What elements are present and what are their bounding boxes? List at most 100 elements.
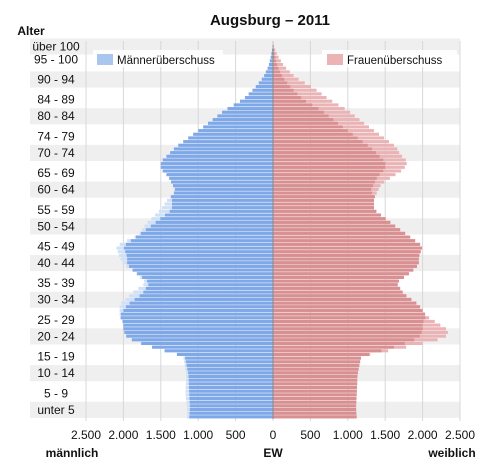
female-bar [273,371,358,375]
female-bar [273,319,424,323]
female-bar [273,70,281,74]
chart-title: Augsburg – 2011 [210,12,330,29]
female-bar [273,283,398,287]
male-bar [271,52,273,56]
male-bars [116,41,274,419]
male-bar [150,224,273,228]
male-bar [166,173,273,177]
x-tick-label: 2.500 [445,428,475,442]
male-bar [139,294,273,298]
female-bar [273,162,386,166]
female-bar [273,173,380,177]
male-bar [188,385,273,390]
female-bar [273,52,275,56]
x-tick-label: 1.000 [333,428,363,442]
female-bar [273,99,307,103]
male-bar [244,96,273,100]
female-bar [273,305,421,309]
female-bar [273,169,384,173]
male-bar [198,129,273,133]
male-bar [120,312,273,316]
age-group-label: 90 - 94 [37,73,75,87]
age-group-label: 55 - 59 [37,203,75,217]
female-bar [273,151,376,155]
female-bar [273,393,357,397]
male-bar [137,272,273,276]
legend-label-female: Frauenüberschuss [347,55,442,67]
male-bar [268,63,273,67]
female-bar [273,294,407,298]
male-bar [162,158,273,162]
x-tick-label: 2.000 [408,428,438,442]
female-bar [273,257,419,261]
legend-left-box [93,50,223,67]
male-bar [123,327,274,331]
male-bar [174,187,273,191]
female-surplus-bar [273,77,299,81]
age-group-label: 10 - 14 [37,366,75,380]
female-bar [273,308,423,312]
female-bar [273,55,276,59]
legend-swatch-male [97,54,113,65]
male-bar [129,301,273,305]
y-axis-title: Alter [17,24,45,38]
male-bar [160,162,273,166]
male-bar [258,81,273,85]
male-bar [145,228,273,232]
female-bar [273,327,423,331]
female-bar [273,228,401,232]
female-bar [273,48,275,52]
female-bar [273,268,414,272]
female-bars [272,41,448,419]
male-bar [127,257,273,261]
legend-swatch-female [327,54,343,65]
male-bar [227,107,273,111]
male-bar [233,103,273,107]
male-bar [152,345,273,349]
male-bar [123,323,274,327]
male-bar [172,202,273,206]
female-bar [273,118,334,122]
male-bar [164,349,273,353]
female-bar [273,382,358,386]
male-bar [188,136,273,140]
male-bar [189,404,273,408]
male-bar [160,217,273,221]
male-bar [130,239,273,243]
age-group-label: 60 - 64 [37,183,75,197]
male-bar [183,140,273,144]
female-bar [273,367,359,371]
male-bar [126,334,273,338]
male-bar [178,143,273,147]
male-bar [170,151,273,155]
x-tick-label: 2.000 [108,428,138,442]
age-group-label: 30 - 34 [37,293,75,307]
male-bar [269,59,273,63]
female-bar [273,411,357,415]
female-bar [273,334,420,338]
female-bar [273,198,374,202]
male-bar [208,121,273,125]
female-bar [273,224,396,228]
male-bar [169,209,273,213]
female-surplus-bar [273,70,290,74]
male-bar [271,48,273,52]
x-right-label: weiblich [427,446,475,460]
female-bar [273,121,338,125]
male-bar [125,242,273,246]
female-bar [273,264,417,268]
female-bar [273,110,324,114]
female-bar [273,165,386,169]
female-bar [273,77,285,81]
female-bar [273,246,422,250]
male-bar [239,99,273,103]
female-bar [273,389,357,393]
female-bar [273,239,416,243]
female-bar [273,202,374,206]
age-group-label: 25 - 29 [37,313,75,327]
x-tick-label: 2.500 [71,428,101,442]
female-bar [273,374,358,379]
x-axis-unit: EW [263,446,283,460]
female-bar [273,217,386,221]
